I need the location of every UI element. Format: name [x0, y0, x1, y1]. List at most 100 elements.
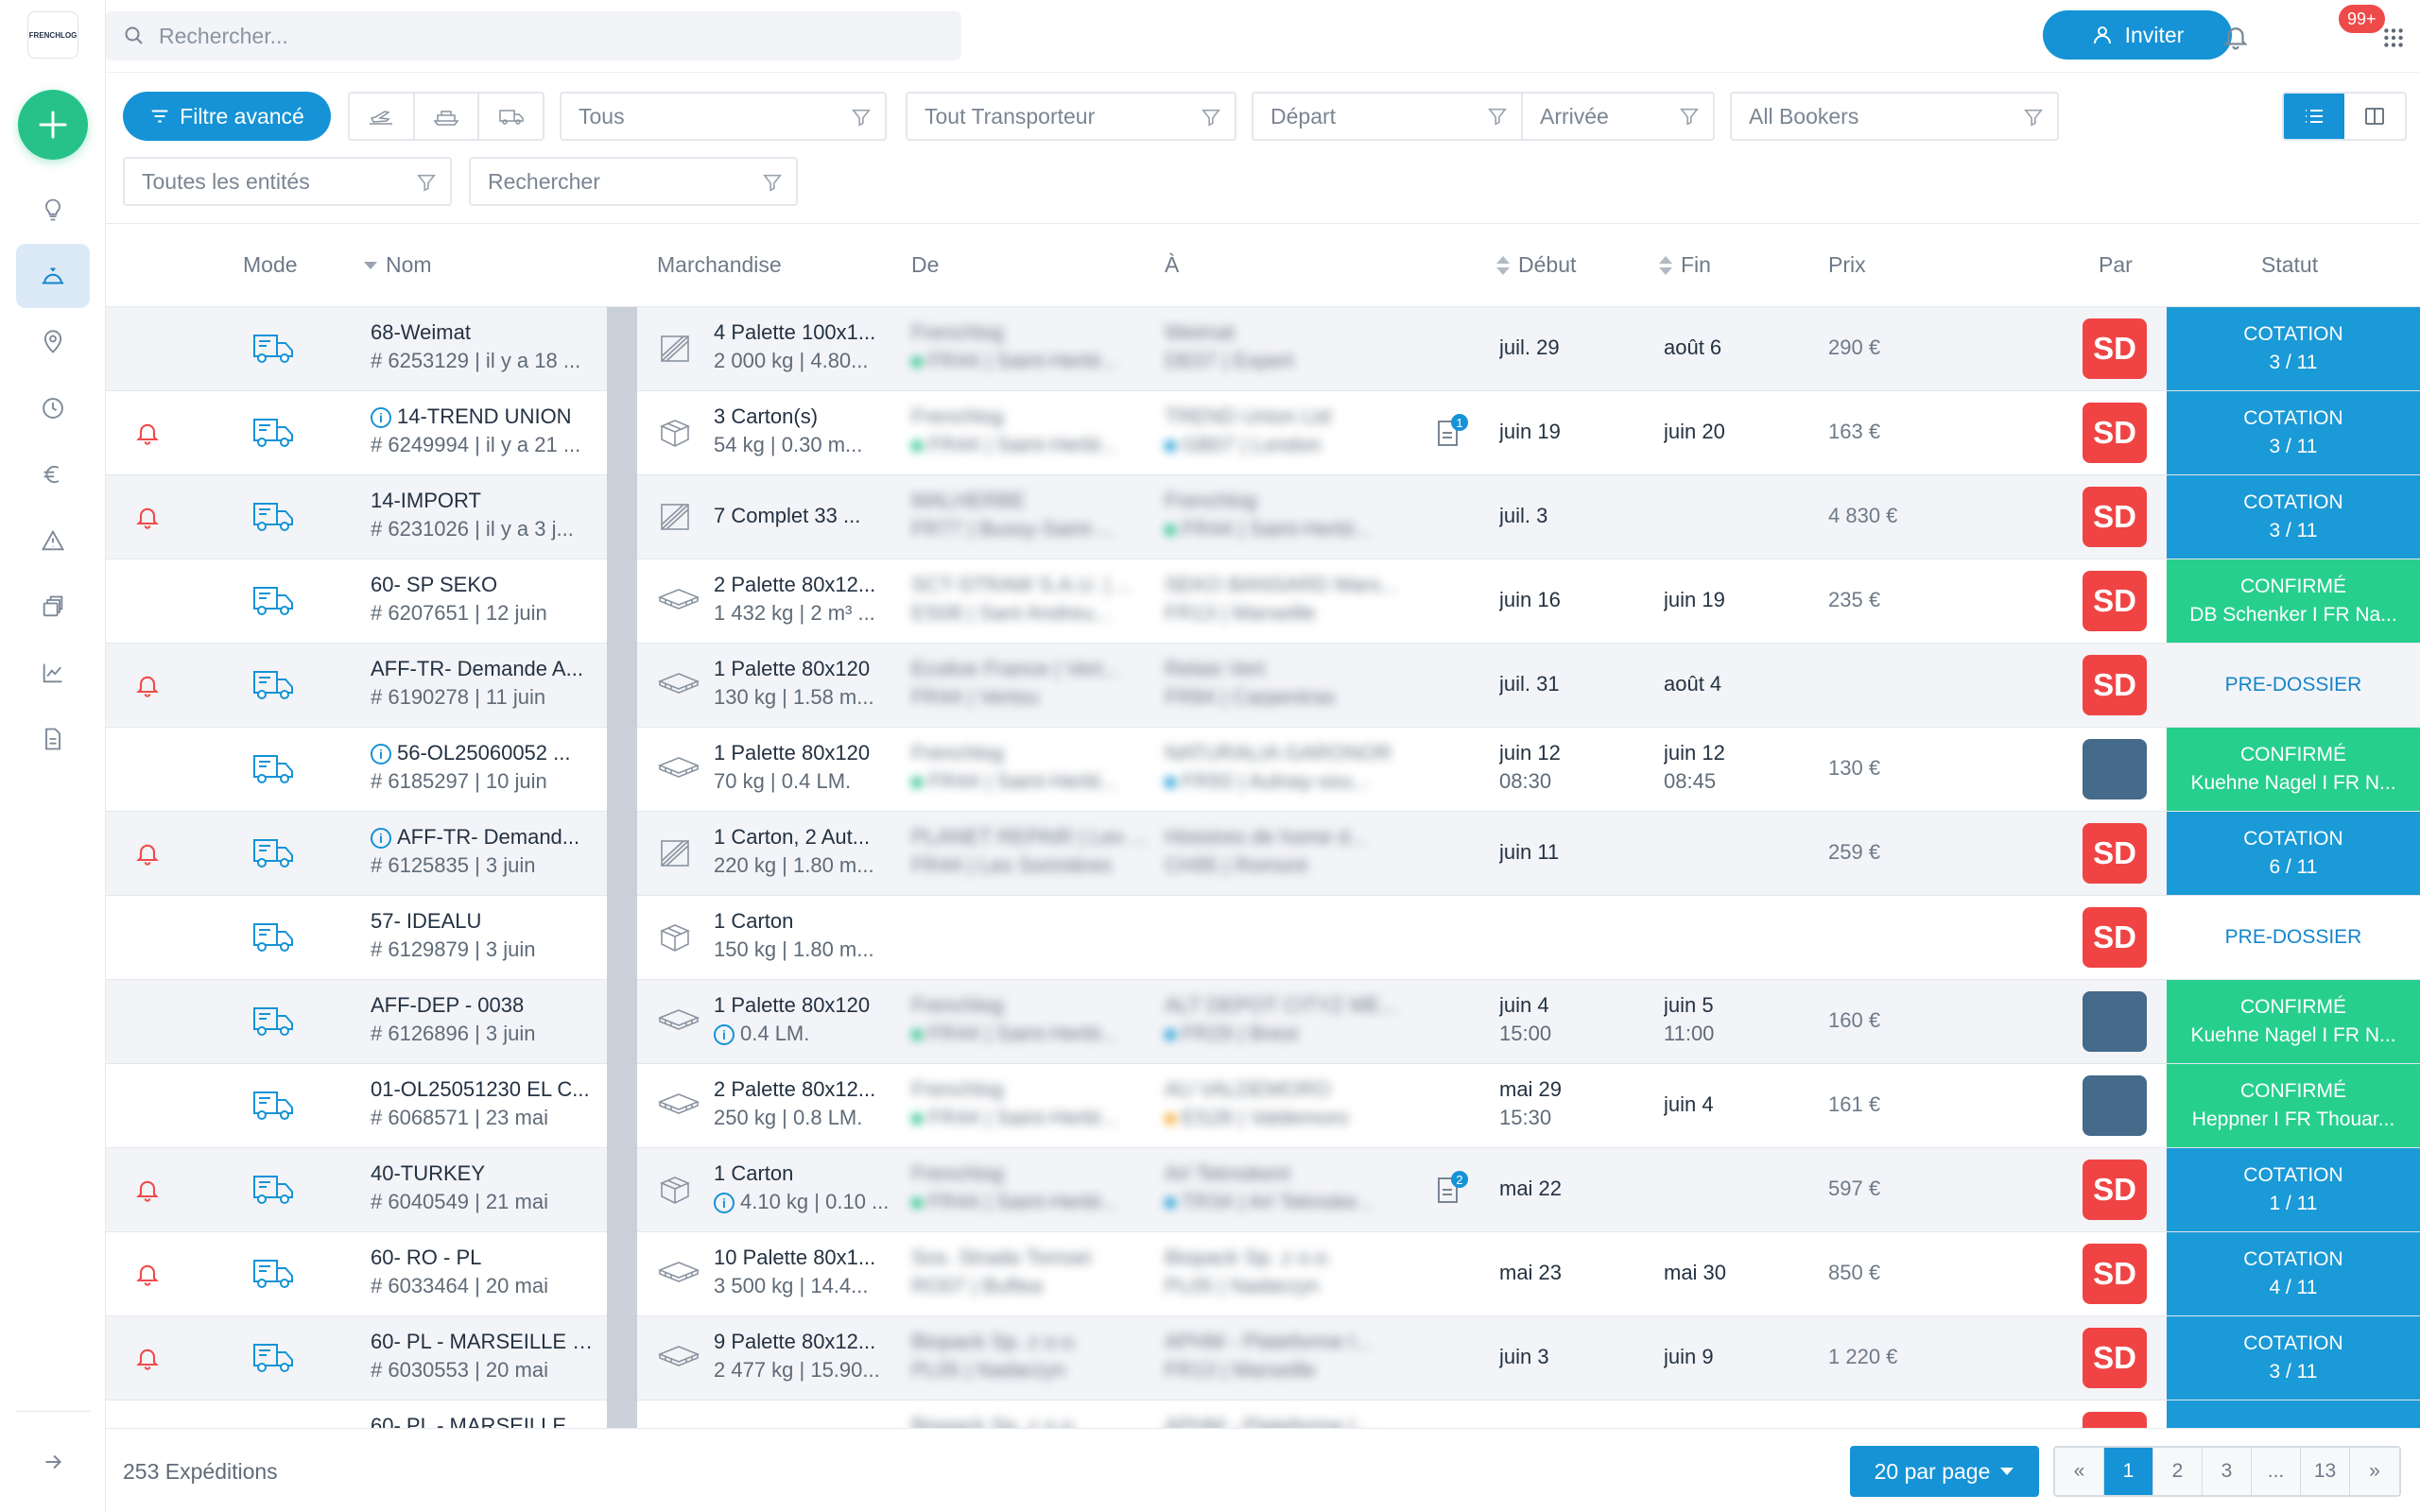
shipment-name[interactable]: 14-IMPORT [371, 489, 481, 512]
column-header-de[interactable]: De [911, 252, 940, 277]
alert-bell[interactable] [134, 1177, 161, 1203]
page-button[interactable]: 2 [2153, 1448, 2203, 1495]
page-button[interactable]: 3 [2203, 1448, 2252, 1495]
mode-sea-button[interactable] [415, 94, 480, 139]
column-header-fin[interactable]: Fin [1658, 252, 1711, 278]
sidebar-expand-button[interactable] [16, 1430, 90, 1494]
type-filter-select[interactable]: Tous [560, 92, 887, 141]
table-row[interactable]: 57- IDEALU # 6129879 | 3 juin 1 Carton 150 … [106, 896, 2420, 980]
mode-air-button[interactable] [350, 94, 415, 139]
alert-bell[interactable] [134, 1261, 161, 1287]
split-view-button[interactable] [2344, 94, 2405, 139]
alert-bell[interactable] [134, 1345, 161, 1371]
table-row[interactable]: AFF-DEP - 0038 # 6126896 | 3 juin 1 Palett… [106, 980, 2420, 1064]
column-header-statut[interactable]: Statut [2261, 252, 2319, 277]
table-row[interactable]: 60- RO - PL # 6033464 | 20 mai 10 Palette … [106, 1232, 2420, 1316]
shipment-name[interactable]: i AFF-TR- Demand... [371, 825, 579, 850]
booker-avatar[interactable]: SD [2083, 487, 2147, 547]
notifications-button[interactable] [2212, 13, 2259, 60]
table-row[interactable]: i AFF-TR- Demand... # 6125835 | 3 juin 1 Ca… [106, 812, 2420, 896]
booker-avatar[interactable]: SD [2083, 1160, 2147, 1220]
alert-bell-icon[interactable] [134, 420, 161, 446]
booker-avatar[interactable] [2083, 1075, 2147, 1136]
table-row[interactable]: 40-TURKEY # 6040549 | 21 mai 1 Carton i 4.10… [106, 1148, 2420, 1232]
table-row[interactable]: i 14-TREND UNION # 6249994 | il y a 21 ...… [106, 391, 2420, 475]
alert-bell-icon[interactable] [134, 1177, 161, 1203]
shipment-name[interactable]: 57- IDEALU [371, 909, 482, 933]
table-row[interactable]: 60- SP SEKO # 6207651 | 12 juin 2 Palette … [106, 559, 2420, 644]
shipment-name[interactable]: 40-TURKEY [371, 1161, 486, 1185]
status-badge[interactable]: COTATION [2167, 1400, 2420, 1428]
info-icon[interactable]: i [714, 1024, 735, 1046]
status-badge[interactable]: COTATION 3 / 11 [2167, 391, 2420, 474]
page-button[interactable]: » [2350, 1448, 2399, 1495]
alert-bell-icon[interactable] [134, 504, 161, 530]
table-row[interactable]: 60- PL - MARSEILLE 9... # 6030553 | 20 ma… [106, 1316, 2420, 1400]
documents-badge[interactable]: 2 [1431, 1169, 1471, 1209]
alert-bell[interactable] [134, 420, 161, 446]
shipment-name[interactable]: AFF-DEP - 0038 [371, 993, 525, 1017]
mode-road-button[interactable] [479, 94, 543, 139]
alert-bell-icon[interactable] [134, 840, 161, 867]
sidebar-item-documents[interactable] [16, 575, 90, 639]
booker-avatar[interactable] [2083, 991, 2147, 1052]
company-logo[interactable]: FRENCHLOG [27, 11, 78, 59]
status-badge[interactable]: PRE-DOSSIER [2224, 925, 2362, 948]
booker-avatar[interactable]: SD [2083, 318, 2147, 379]
shipment-name[interactable]: i 14-TREND UNION [371, 404, 572, 429]
list-view-button[interactable] [2284, 94, 2344, 139]
shipment-name[interactable]: 60- PL - MARSEILLE 9... [371, 1330, 597, 1353]
alert-bell-icon[interactable] [134, 672, 161, 698]
shipment-name[interactable]: 60- PL - MARSEILLE [371, 1414, 567, 1428]
booker-avatar[interactable]: SD [2083, 907, 2147, 968]
table-row[interactable]: 60- PL - MARSEILLE8 Palette 80x12...Biop… [106, 1400, 2420, 1428]
table-search-input[interactable]: Rechercher [469, 157, 798, 206]
page-button[interactable]: 1 [2104, 1448, 2153, 1495]
table-row[interactable]: AFF-TR- Demande A... # 6190278 | 11 juin 1… [106, 644, 2420, 728]
sidebar-item-billing[interactable] [16, 442, 90, 507]
status-badge[interactable]: COTATION 3 / 11 [2167, 475, 2420, 558]
status-badge[interactable]: COTATION 6 / 11 [2167, 812, 2420, 895]
column-header-a[interactable]: À [1165, 252, 1180, 277]
global-search[interactable] [106, 11, 961, 60]
column-header-mode[interactable]: Mode [243, 252, 298, 277]
page-button[interactable]: 13 [2301, 1448, 2350, 1495]
column-header-debut[interactable]: Début [1495, 252, 1576, 278]
carrier-filter-select[interactable]: Tout Transporteur [906, 92, 1236, 141]
status-badge[interactable]: COTATION 3 / 11 [2167, 307, 2420, 390]
booker-avatar[interactable]: SD [2083, 1328, 2147, 1388]
apps-grid-button[interactable] [2375, 19, 2412, 57]
sidebar-item-locations[interactable] [16, 310, 90, 374]
shipment-name[interactable]: 60- RO - PL [371, 1246, 482, 1269]
sidebar-item-history[interactable] [16, 376, 90, 440]
sidebar-item-ideas[interactable] [16, 178, 90, 242]
shipment-name[interactable]: 60- SP SEKO [371, 573, 498, 596]
status-badge[interactable]: CONFIRMÉ DB Schenker I FR Na... [2167, 559, 2420, 643]
booker-avatar[interactable]: SD [2083, 571, 2147, 631]
booker-avatar[interactable]: SD [2083, 1412, 2147, 1428]
status-badge[interactable]: COTATION 3 / 11 [2167, 1316, 2420, 1400]
per-page-select[interactable]: 20 par page [1850, 1446, 2039, 1497]
shipment-name[interactable]: 01-OL25051230 EL C... [371, 1077, 590, 1101]
entities-filter-select[interactable]: Toutes les entités [123, 157, 452, 206]
column-header-marchandise[interactable]: Marchandise [657, 252, 782, 277]
booker-avatar[interactable]: SD [2083, 655, 2147, 715]
sidebar-item-stats[interactable] [16, 641, 90, 705]
status-badge[interactable]: CONFIRMÉ Heppner I FR Thouar... [2167, 1064, 2420, 1147]
status-badge[interactable]: COTATION 4 / 11 [2167, 1232, 2420, 1315]
table-row[interactable]: 68-Weimat # 6253129 | il y a 18 ... 4 Pale… [106, 307, 2420, 391]
add-shipment-button[interactable] [18, 90, 88, 160]
alert-bell[interactable] [134, 672, 161, 698]
sidebar-item-reports[interactable] [16, 707, 90, 771]
documents-badge[interactable]: 1 [1431, 412, 1471, 452]
table-row[interactable]: i 56-OL25060052 ... # 6185297 | 10 juin 1 P… [106, 728, 2420, 812]
departure-filter-select[interactable]: Départ [1253, 94, 1523, 139]
alert-bell-icon[interactable] [134, 1261, 161, 1287]
shipment-name[interactable]: AFF-TR- Demande A... [371, 657, 583, 680]
arrival-filter-select[interactable]: Arrivée [1523, 94, 1713, 139]
status-badge[interactable]: PRE-DOSSIER [2224, 673, 2362, 696]
alert-bell[interactable] [134, 840, 161, 867]
info-icon[interactable]: i [714, 1193, 735, 1214]
alert-bell-icon[interactable] [134, 1345, 161, 1371]
booker-avatar[interactable]: SD [2083, 1244, 2147, 1304]
